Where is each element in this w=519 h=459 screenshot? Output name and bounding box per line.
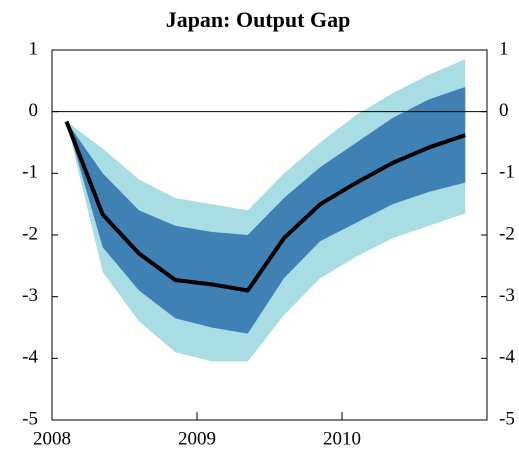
x-tick-label: 2010 [323, 428, 361, 449]
y-tick-label: -1 [22, 162, 38, 183]
y2-tick-label: 1 [499, 38, 509, 59]
y-tick-label: -2 [22, 223, 38, 244]
x-tick-label: 2008 [33, 428, 71, 449]
x-tick-label: 2009 [178, 428, 216, 449]
y-tick-label: 0 [29, 100, 39, 121]
y-tick-label: -3 [22, 285, 38, 306]
median-line [64, 120, 466, 293]
y-tick-label: -4 [22, 347, 38, 368]
y-tick-label: -5 [22, 408, 38, 429]
y2-tick-label: 0 [499, 100, 509, 121]
y2-tick-label: -5 [499, 408, 515, 429]
y2-tick-label: -4 [499, 347, 515, 368]
chart-title: Japan: Output Gap [166, 7, 351, 32]
y2-tick-label: -2 [499, 223, 515, 244]
y2-tick-label: -3 [499, 285, 515, 306]
y2-tick-label: -1 [499, 162, 515, 183]
y-tick-label: 1 [29, 38, 39, 59]
